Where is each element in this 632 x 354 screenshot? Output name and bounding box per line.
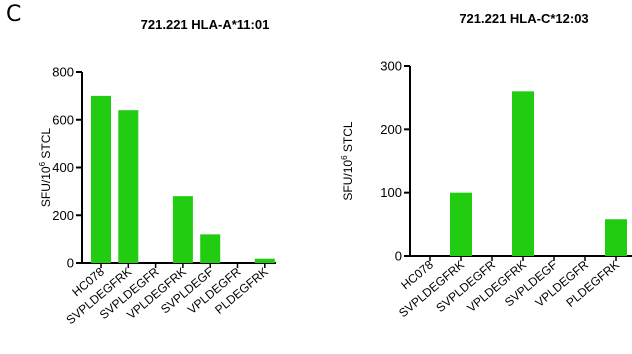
y-tick-label: 200 [380,122,402,137]
y-tick-label: 800 [52,65,74,80]
y-tick-label: 300 [380,59,402,74]
y-tick-label: 400 [52,160,74,175]
y-axis-label: SFU/106 STCL [340,121,355,200]
bar-HC078 [91,95,111,263]
chart-1: 721.221 HLA-A*11:01 SFU/106 STCL 0 200 400 60… [38,17,276,327]
y-tick-label: 0 [395,249,402,264]
bar-SVPLDEGFRK [118,110,139,263]
y-axis-label: SFU/106 STCL [38,128,53,207]
bar-PLDEGFRK [605,219,627,256]
bar-PLDEGFRK [254,258,275,263]
chart-title: 721.221 HLA-C*12:03 [459,11,588,26]
bar-SVPLDEGFRK [450,192,472,256]
y-tick-label: 0 [67,256,74,271]
y-tick-label: 100 [380,185,402,200]
panel-letter: C [6,2,22,27]
chart-title: 721.221 HLA-A*11:01 [141,17,270,32]
bar-SVPLDEGF [200,234,221,263]
chart-2: 721.221 HLA-C*12:03 SFU/106 STCL 0 100 200 30… [340,11,632,320]
bar-VPLDEGFRK [512,91,534,256]
y-tick-label: 600 [52,112,74,127]
y-tick-label: 200 [52,208,74,223]
bar-VPLDEGFRK [172,196,193,263]
